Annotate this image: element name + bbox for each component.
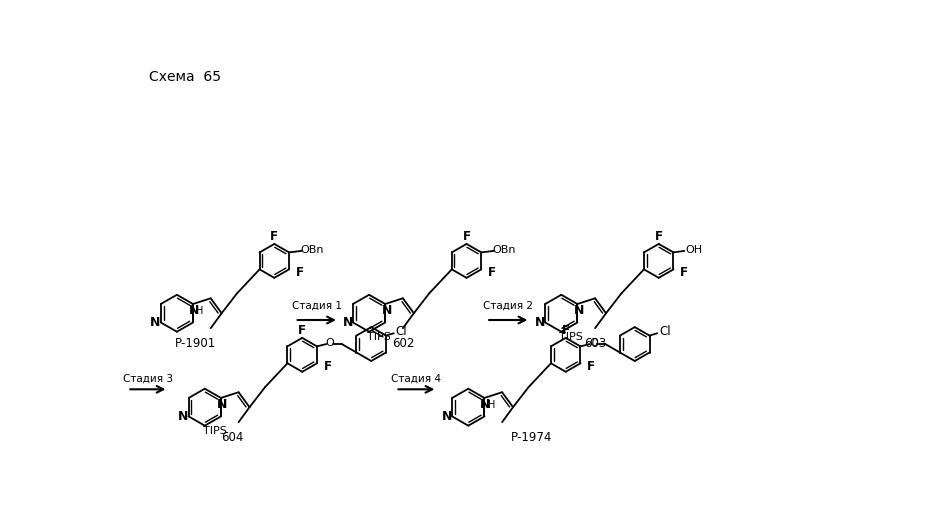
Text: Схема  65: Схема 65	[149, 70, 221, 84]
Text: Cl: Cl	[659, 325, 671, 338]
Text: N: N	[480, 399, 490, 411]
Text: TIPS: TIPS	[367, 332, 391, 342]
Text: N: N	[574, 304, 584, 317]
Text: OBn: OBn	[300, 245, 324, 255]
Text: F: F	[587, 360, 596, 373]
Text: N: N	[343, 316, 353, 329]
Text: F: F	[562, 324, 570, 337]
Text: OBn: OBn	[493, 245, 516, 255]
Text: N: N	[534, 316, 545, 329]
Text: N: N	[150, 316, 160, 329]
Text: Р-1901: Р-1901	[175, 337, 216, 350]
Text: F: F	[324, 360, 332, 373]
Text: Р-1974: Р-1974	[511, 430, 551, 444]
Text: F: F	[463, 229, 470, 243]
Text: Стадия 1: Стадия 1	[292, 301, 342, 311]
Text: O: O	[326, 338, 334, 348]
Text: F: F	[298, 324, 306, 337]
Text: H: H	[196, 306, 204, 316]
Text: F: F	[681, 266, 688, 279]
Text: O: O	[589, 338, 598, 348]
Text: N: N	[381, 304, 392, 317]
Text: Cl: Cl	[396, 325, 407, 338]
Text: N: N	[217, 399, 228, 411]
Text: F: F	[655, 229, 663, 243]
Text: TIPS: TIPS	[560, 332, 583, 342]
Text: 602: 602	[392, 337, 414, 350]
Text: F: F	[296, 266, 304, 279]
Text: Стадия 2: Стадия 2	[483, 301, 533, 311]
Text: OH: OH	[685, 245, 702, 255]
Text: Стадия 4: Стадия 4	[392, 374, 442, 384]
Text: F: F	[270, 229, 278, 243]
Text: TIPS: TIPS	[203, 426, 227, 436]
Text: 603: 603	[584, 337, 607, 350]
Text: Стадия 3: Стадия 3	[123, 374, 173, 384]
Text: 604: 604	[222, 430, 244, 444]
Text: N: N	[178, 410, 189, 423]
Text: F: F	[488, 266, 497, 279]
Text: N: N	[442, 410, 452, 423]
Text: N: N	[189, 304, 199, 317]
Text: H: H	[488, 400, 495, 410]
